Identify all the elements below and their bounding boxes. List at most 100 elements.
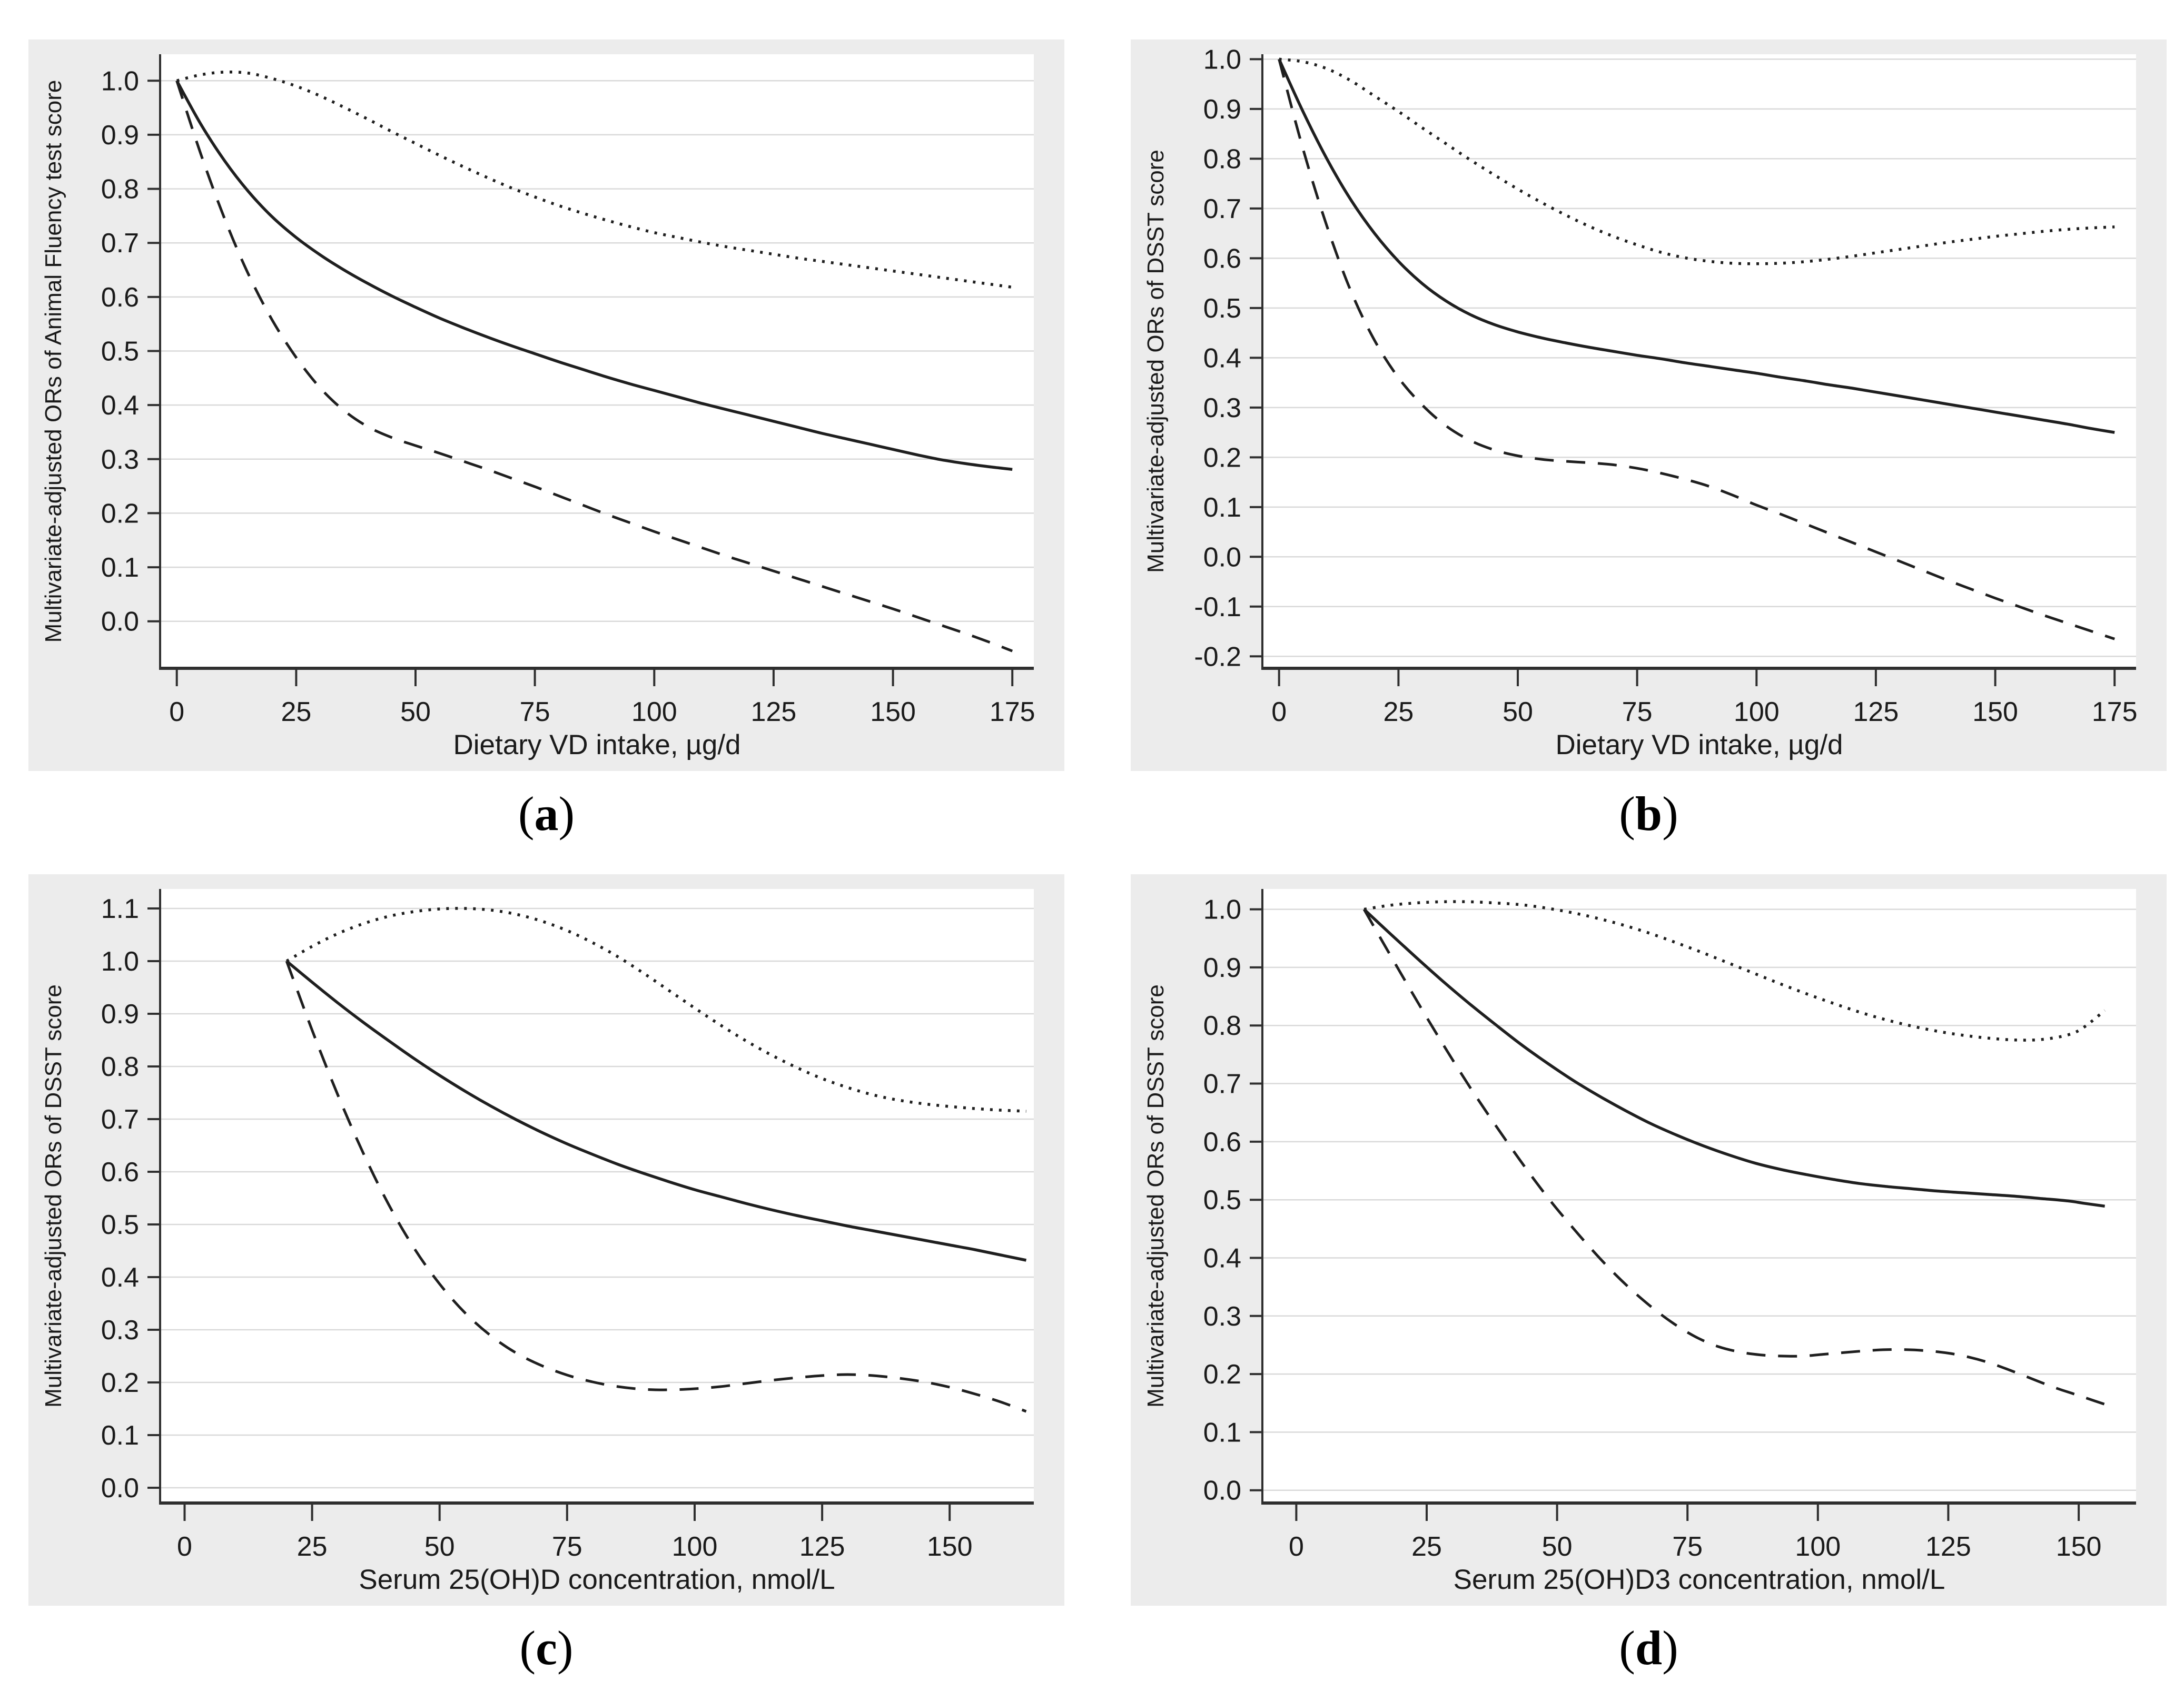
curve-solid xyxy=(285,960,1027,1262)
x-tick-label: 0 xyxy=(1271,697,1287,727)
y-tick-label: 0.6 xyxy=(1203,1127,1241,1158)
curve-dotted xyxy=(285,907,1026,1113)
curve-solid xyxy=(1363,908,2105,1208)
curve-dashed xyxy=(1278,58,2116,640)
panel-b: -0.2 -0.1 0.0 0.1 0.2 0.3 0.4 0.5 0.6 0.7 0.8 0.9 1.… xyxy=(1131,39,2167,771)
x-axis-title: Dietary VD intake, µg/d xyxy=(1555,729,1843,760)
y-tick-label: 1.0 xyxy=(1203,44,1241,75)
chart-d-svg: 0.0 0.1 0.2 0.3 0.4 0.5 0.6 0.7 0.8 0.9 1.0 0 25 50 75… xyxy=(1143,889,2136,1595)
caption-open-paren: ( xyxy=(519,1621,536,1675)
caption-letter: c xyxy=(536,1621,557,1675)
caption-open-paren: ( xyxy=(1619,787,1635,841)
plot-area xyxy=(1262,54,2136,668)
x-tick-label: 0 xyxy=(177,1531,192,1562)
x-tick-label: 100 xyxy=(1734,697,1780,727)
y-tick-label: 0.5 xyxy=(101,1210,139,1240)
y-tick-label: 0.0 xyxy=(101,1473,139,1504)
y-tick-label: 0.3 xyxy=(101,1315,139,1346)
x-tick-label: 175 xyxy=(990,697,1035,727)
panel-caption-a: (a) xyxy=(28,786,1064,842)
y-tick-label: 0.2 xyxy=(1203,1359,1241,1390)
x-tick-label: 100 xyxy=(631,697,677,727)
x-tick-label: 100 xyxy=(1795,1531,1841,1562)
caption-close-paren: ) xyxy=(557,1621,574,1675)
panel-d: 0.0 0.1 0.2 0.3 0.4 0.5 0.6 0.7 0.8 0.9 1.0 0 25 50 75… xyxy=(1131,874,2167,1606)
panel-a: 0.0 0.1 0.2 0.3 0.4 0.5 0.6 0.7 0.8 0.9 1.0 0 25 50 75… xyxy=(28,39,1064,771)
x-tick-label: 150 xyxy=(1972,697,2018,727)
y-tick-label: 0.6 xyxy=(101,1157,139,1188)
y-tick-label: 0.9 xyxy=(101,999,139,1030)
curve-dashed xyxy=(1362,908,2106,1406)
y-tick-label: 0.1 xyxy=(101,1420,139,1451)
x-tick-label: 125 xyxy=(799,1531,845,1562)
panel-caption-c: (c) xyxy=(28,1620,1064,1676)
y-tick-label: 0.4 xyxy=(1203,1243,1241,1274)
y-tick-label: 0.4 xyxy=(101,390,139,421)
y-tick-label: 1.0 xyxy=(101,66,139,96)
curve-dotted xyxy=(176,70,1013,289)
y-tick-label: 0.3 xyxy=(1203,1301,1241,1332)
caption-close-paren: ) xyxy=(1662,787,1678,841)
chart-c-svg: 0.0 0.1 0.2 0.3 0.4 0.5 0.6 0.7 0.8 0.9 1.0 1.1 0 25 5… xyxy=(41,889,1034,1595)
plot-area xyxy=(160,54,1034,668)
y-tick-label: 0.7 xyxy=(1203,1069,1241,1100)
y-tick-label: 1.0 xyxy=(1203,895,1241,925)
y-tick-label: 0.6 xyxy=(1203,243,1241,274)
x-tick-label: 75 xyxy=(520,697,550,727)
x-tick-label: 75 xyxy=(1622,697,1653,727)
x-tick-label: 25 xyxy=(1383,697,1414,727)
y-tick-label: 1.1 xyxy=(101,894,139,924)
x-tick-label: 75 xyxy=(1672,1531,1703,1562)
curve-solid xyxy=(1278,58,2115,434)
panel-caption-b: (b) xyxy=(1131,786,2167,842)
caption-letter: d xyxy=(1635,1621,1663,1675)
curve-dashed xyxy=(175,80,1013,653)
y-tick-label: 0.9 xyxy=(1203,94,1241,125)
y-tick-label: 0.7 xyxy=(101,1104,139,1135)
y-tick-label: 0.3 xyxy=(101,444,139,475)
chart-b-svg: -0.2 -0.1 0.0 0.1 0.2 0.3 0.4 0.5 0.6 0.7 0.8 0.9 1.… xyxy=(1143,44,2138,760)
x-tick-label: 25 xyxy=(281,697,311,727)
x-tick-label: 25 xyxy=(297,1531,328,1562)
y-tick-label: 0.5 xyxy=(1203,293,1241,324)
curve-dashed xyxy=(285,961,1027,1413)
y-tick-label: 0.4 xyxy=(1203,343,1241,373)
x-tick-label: 50 xyxy=(1503,697,1533,727)
y-tick-label: 0.5 xyxy=(1203,1185,1241,1215)
y-tick-label: 0.0 xyxy=(1203,542,1241,572)
y-tick-label: 0.7 xyxy=(1203,194,1241,224)
x-tick-label: 175 xyxy=(2092,697,2138,727)
x-tick-label: 125 xyxy=(1925,1531,1971,1562)
y-tick-label: 0.0 xyxy=(101,607,139,637)
y-tick-label: 0.1 xyxy=(1203,492,1241,523)
y-tick-label: 0.2 xyxy=(1203,442,1241,473)
y-tick-label: -0.1 xyxy=(1194,592,1241,622)
x-tick-label: 25 xyxy=(1411,1531,1442,1562)
x-tick-label: 100 xyxy=(672,1531,718,1562)
y-tick-label: -0.2 xyxy=(1194,641,1241,672)
caption-close-paren: ) xyxy=(558,787,575,841)
caption-letter: b xyxy=(1635,787,1663,841)
plot-area xyxy=(160,889,1034,1503)
y-tick-label: 0.9 xyxy=(101,120,139,151)
y-tick-label: 0.6 xyxy=(101,282,139,313)
x-axis-title: Serum 25(OH)D3 concentration, nmol/L xyxy=(1454,1564,1945,1595)
x-tick-label: 150 xyxy=(927,1531,973,1562)
y-axis-title: Multivariate-adjusted ORs of DSST score xyxy=(1143,984,1169,1408)
y-tick-label: 0.3 xyxy=(1203,393,1241,423)
caption-open-paren: ( xyxy=(518,787,535,841)
chart-a-svg: 0.0 0.1 0.2 0.3 0.4 0.5 0.6 0.7 0.8 0.9 1.0 0 25 50 75… xyxy=(41,54,1035,760)
x-tick-label: 0 xyxy=(169,697,184,727)
y-axis-title: Multivariate-adjusted ORs of Animal Flue… xyxy=(41,80,66,643)
y-tick-label: 0.1 xyxy=(1203,1417,1241,1448)
y-axis-title: Multivariate-adjusted ORs of DSST score xyxy=(1143,150,1169,573)
y-tick-label: 0.8 xyxy=(101,1052,139,1082)
x-tick-label: 75 xyxy=(552,1531,582,1562)
y-tick-label: 1.0 xyxy=(101,946,139,977)
y-tick-label: 0.1 xyxy=(101,552,139,583)
x-tick-label: 125 xyxy=(751,697,797,727)
caption-open-paren: ( xyxy=(1619,1621,1635,1675)
x-tick-label: 125 xyxy=(1853,697,1899,727)
curve-solid xyxy=(175,80,1013,471)
